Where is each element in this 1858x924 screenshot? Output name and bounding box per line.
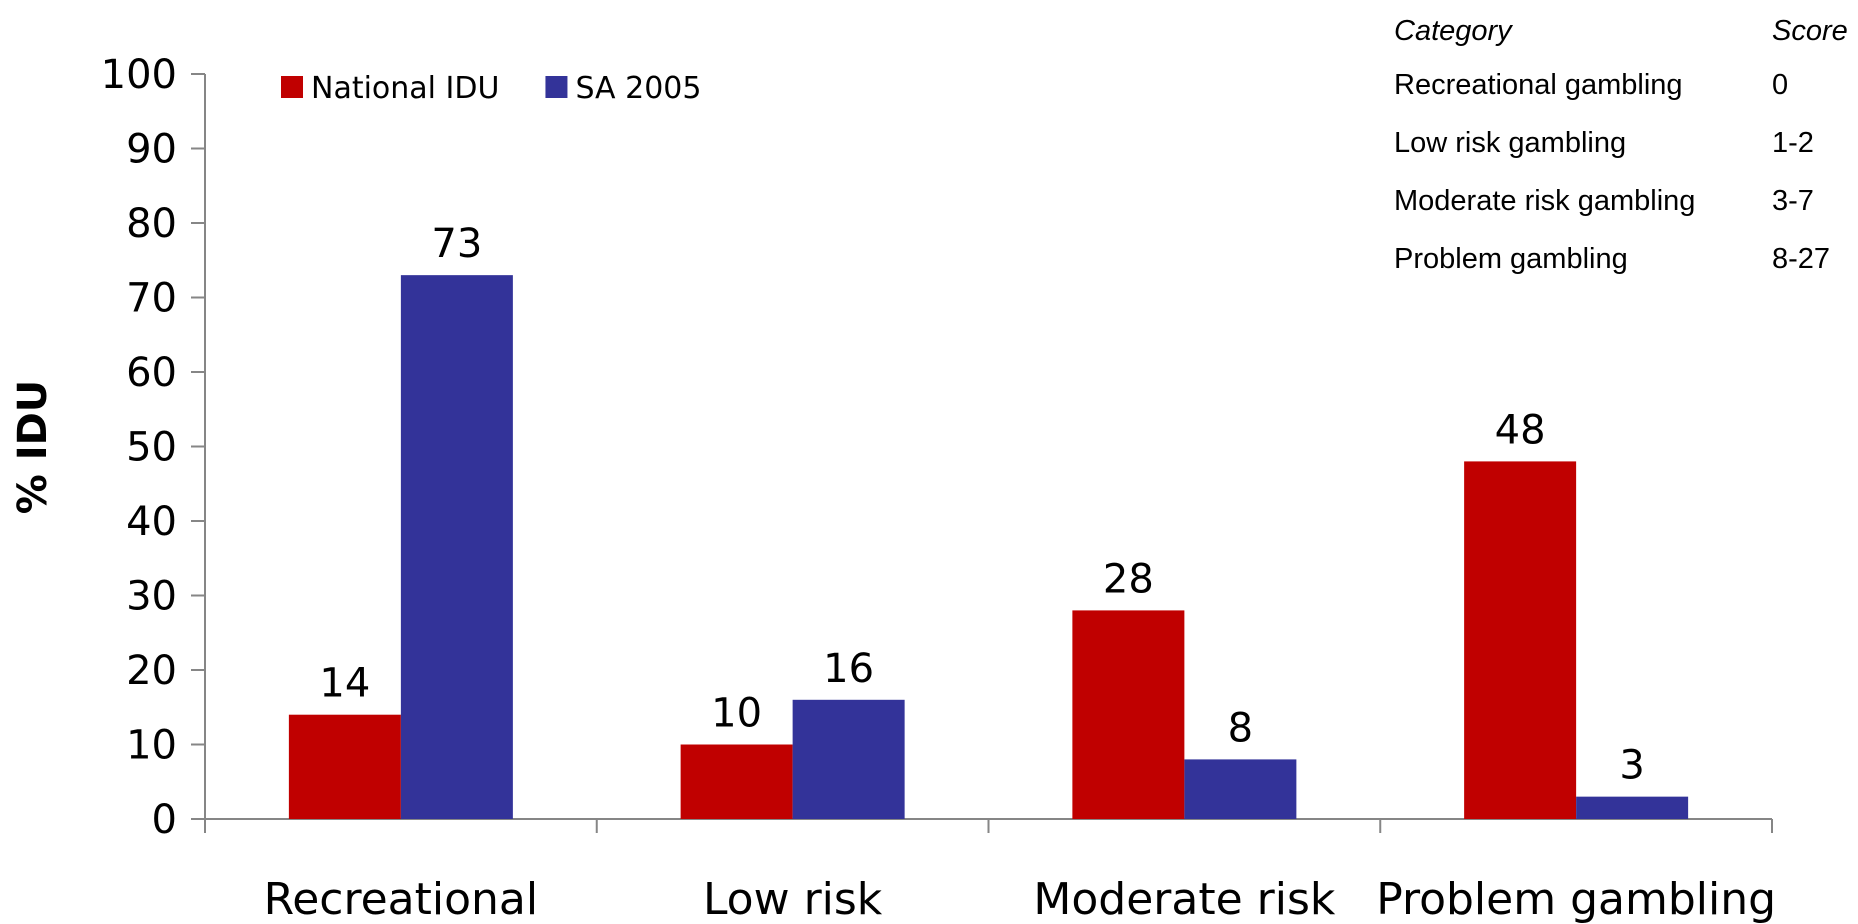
row-score: 0 [1772,68,1789,101]
bar [1072,610,1185,819]
legend-swatch [281,76,303,98]
y-tick-label: 40 [126,499,177,545]
row-score: 3-7 [1772,184,1814,217]
score-header: Score [1772,14,1848,47]
data-label: 8 [1228,705,1253,751]
bars [288,275,1689,819]
data-label: 28 [1103,556,1154,602]
y-axis: 0 10 20 30 40 50 60 70 80 90 100 [101,52,206,843]
row-category: Recreational gambling [1394,68,1683,101]
data-label: 3 [1619,743,1644,789]
score-table-row: Recreational gambling 0 [1394,56,1858,114]
bar [1464,461,1577,819]
category-header: Category [1394,14,1512,47]
y-tick-label: 50 [126,425,177,471]
data-label: 16 [823,646,874,692]
y-tick-label: 10 [126,723,177,769]
row-category: Moderate risk gambling [1394,184,1696,217]
row-score: 1-2 [1772,126,1814,159]
legend-swatch [545,76,568,98]
y-axis-title: % IDU [10,380,56,515]
data-label: 48 [1495,407,1546,453]
x-tick-label: Problem gambling [1376,874,1776,924]
y-tick-label: 30 [126,574,177,620]
bar [1576,796,1689,819]
bar [792,699,905,819]
score-reference-table: Category Score Recreational gambling 0 L… [1394,6,1858,288]
data-label: 10 [711,691,762,737]
y-tick-label: 0 [152,797,177,843]
y-tick-label: 90 [126,127,177,173]
y-tick-label: 70 [126,276,177,322]
bar [400,275,513,819]
data-labels: 14 73 10 16 28 8 48 3 [319,221,1644,789]
y-tick-label: 60 [126,350,177,396]
score-table-row: Low risk gambling 1-2 [1394,114,1858,172]
x-tick-label: Low risk [703,874,883,924]
bar [1184,759,1297,819]
legend-label: National IDU [311,71,499,106]
score-table-row: Moderate risk gambling 3-7 [1394,172,1858,230]
row-category: Problem gambling [1394,242,1628,275]
legend-label: SA 2005 [575,71,701,106]
bar [680,744,793,819]
legend: National IDU SA 2005 [281,71,701,106]
row-category: Low risk gambling [1394,126,1627,159]
x-tick-label: Moderate risk [1033,874,1335,924]
data-label: 73 [431,221,482,267]
x-axis: Recreational Low risk Moderate risk Problem… [204,818,1776,924]
x-tick-label: Recreational [264,874,538,924]
score-table-row: Problem gambling 8-27 [1394,230,1858,288]
y-tick-label: 20 [126,648,177,694]
y-tick-label: 100 [101,52,177,98]
row-score: 8-27 [1772,242,1831,275]
score-table-header: Category Score [1394,6,1858,56]
bar [288,714,401,819]
data-label: 14 [319,661,370,707]
y-tick-label: 80 [126,201,177,247]
